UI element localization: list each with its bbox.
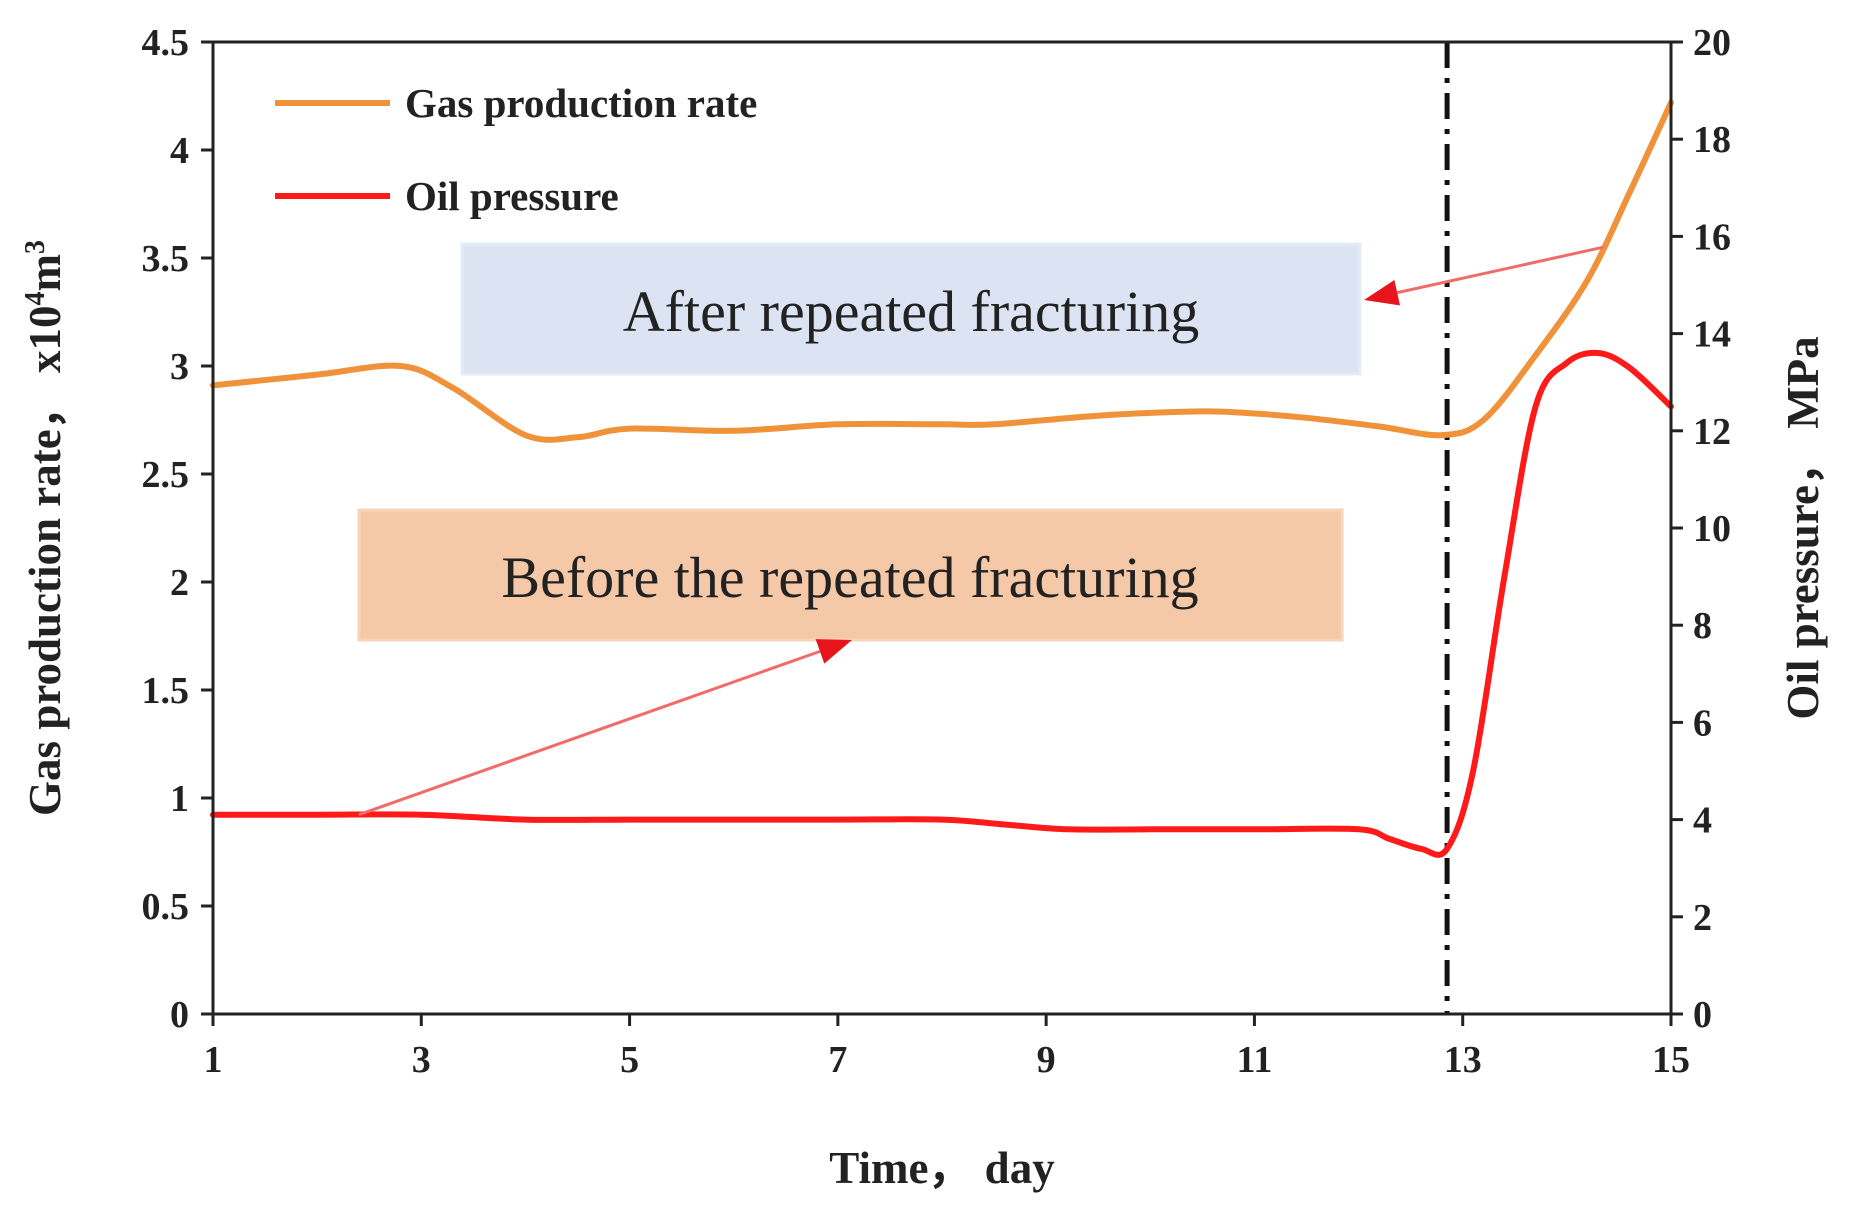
y-right-tick-label-8: 16 xyxy=(1693,216,1731,258)
y-left-title-main: Gas production rate， x10 xyxy=(20,306,70,816)
annotation-after-box xyxy=(460,242,1362,376)
x-tick-label-6: 13 xyxy=(1444,1039,1482,1081)
annotation-after-arrow-head xyxy=(1364,280,1400,306)
x-tick-label-2: 5 xyxy=(620,1039,639,1081)
y-left-tick-label-1: 0.5 xyxy=(142,886,190,928)
y-axis-left-title: Gas production rate， x104m3 xyxy=(20,240,70,816)
x-tick-label-5: 11 xyxy=(1236,1039,1272,1081)
arrow-layer xyxy=(358,245,1604,817)
y-left-tick-label-8: 4 xyxy=(170,130,189,172)
annotation-before-arrow-shaft xyxy=(358,649,821,817)
y-right-tick-label-7: 14 xyxy=(1693,314,1731,356)
annotation-before-box xyxy=(357,508,1344,642)
x-tick-label-4: 9 xyxy=(1037,1039,1056,1081)
y-left-tick-label-6: 3 xyxy=(170,346,189,388)
annotation-before-text: Before the repeated fracturing xyxy=(501,545,1198,610)
x-tick-label-7: 15 xyxy=(1652,1039,1690,1081)
y-right-tick-label-9: 18 xyxy=(1693,119,1731,161)
y-left-title-mid: m xyxy=(20,254,70,292)
legend-label-gas: Gas production rate xyxy=(405,80,757,126)
legend: Gas production rate Oil pressure xyxy=(275,80,757,219)
series-layer xyxy=(210,99,1674,858)
y-left-tick-label-9: 4.5 xyxy=(142,22,190,64)
y-right-tick-label-3: 6 xyxy=(1693,702,1712,744)
tick-layer: 1 3 5 7 9 11 13 1500.511.522.533.544.5024681012… xyxy=(142,22,1732,1081)
annotation-before-arrow-head xyxy=(815,639,852,664)
y-left-title-sup1: 4 xyxy=(20,292,51,306)
y-left-tick-label-0: 0 xyxy=(170,994,189,1036)
x-tick-label-1: 3 xyxy=(412,1039,431,1081)
annotation-after: After repeated fracturing xyxy=(460,242,1362,376)
series-line-0 xyxy=(210,99,1674,443)
annotation-after-text: After repeated fracturing xyxy=(623,279,1199,344)
x-axis-title: Time， day xyxy=(829,1143,1055,1193)
y-right-tick-label-2: 4 xyxy=(1693,800,1712,842)
y-right-tick-label-1: 2 xyxy=(1693,897,1712,939)
y-left-tick-label-7: 3.5 xyxy=(142,238,190,280)
y-left-title-sup2: 3 xyxy=(20,240,51,254)
annotation-after-arrow-shaft xyxy=(1396,245,1604,295)
series-line-1 xyxy=(210,349,1674,858)
y-right-tick-label-6: 12 xyxy=(1693,411,1731,453)
y-axis-right-title: Oil pressure， MPa xyxy=(1778,336,1828,719)
y-left-tick-label-5: 2.5 xyxy=(142,454,190,496)
y-left-tick-label-4: 2 xyxy=(170,562,189,604)
x-tick-label-3: 7 xyxy=(828,1039,847,1081)
y-left-tick-label-2: 1 xyxy=(170,778,189,820)
y-right-tick-label-4: 8 xyxy=(1693,605,1712,647)
y-right-tick-label-5: 10 xyxy=(1693,508,1731,550)
x-tick-label-0: 1 xyxy=(204,1039,223,1081)
legend-label-oil: Oil pressure xyxy=(405,173,619,219)
annotation-before: Before the repeated fracturing xyxy=(357,508,1344,642)
y-left-tick-label-3: 1.5 xyxy=(142,670,190,712)
y-right-tick-label-0: 0 xyxy=(1693,994,1712,1036)
y-right-tick-label-10: 20 xyxy=(1693,22,1731,64)
